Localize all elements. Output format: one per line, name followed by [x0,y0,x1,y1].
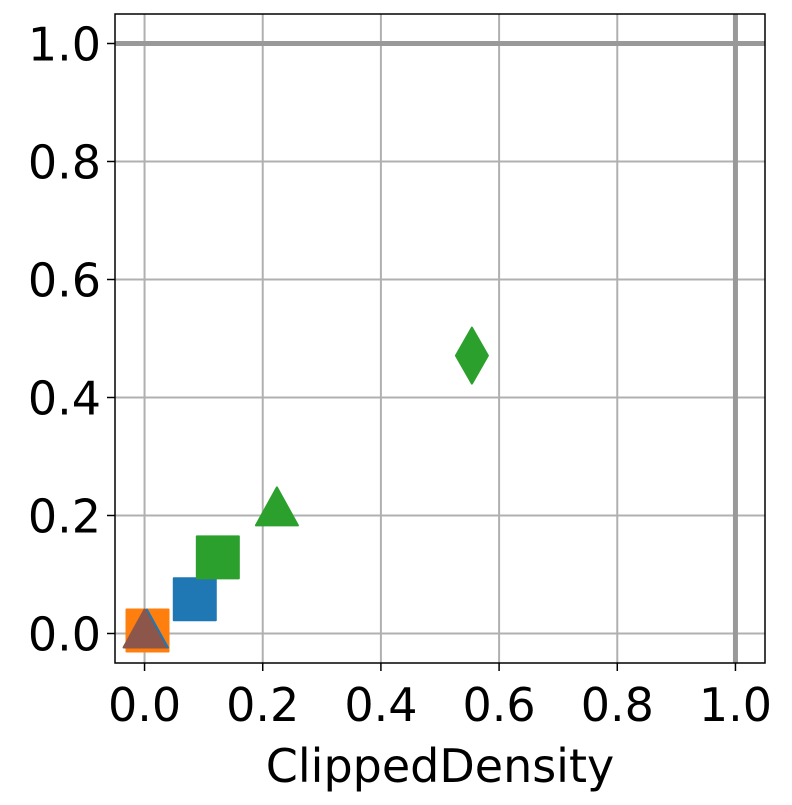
point [195,535,240,580]
x-axis-label: ClippedDensity [266,739,614,793]
y-tick-label: 0.8 [28,136,101,190]
point [172,577,217,622]
x-tick-label: 1.0 [699,678,772,732]
x-tick-label: 0.6 [463,678,536,732]
x-tick-label: 0.0 [108,678,181,732]
x-tick-label: 0.4 [344,678,417,732]
plot-frame [114,13,766,664]
y-tick-label: 0.2 [28,490,101,544]
x-tick-label: 0.8 [581,678,654,732]
y-tick-label: 0.0 [28,608,101,662]
point [454,326,489,385]
y-tick-label: 0.6 [28,254,101,308]
point [254,486,299,527]
y-tick-label: 1.0 [28,18,101,72]
y-tick-label: 0.4 [28,372,101,426]
x-tick-label: 0.2 [226,678,299,732]
point [122,608,167,649]
